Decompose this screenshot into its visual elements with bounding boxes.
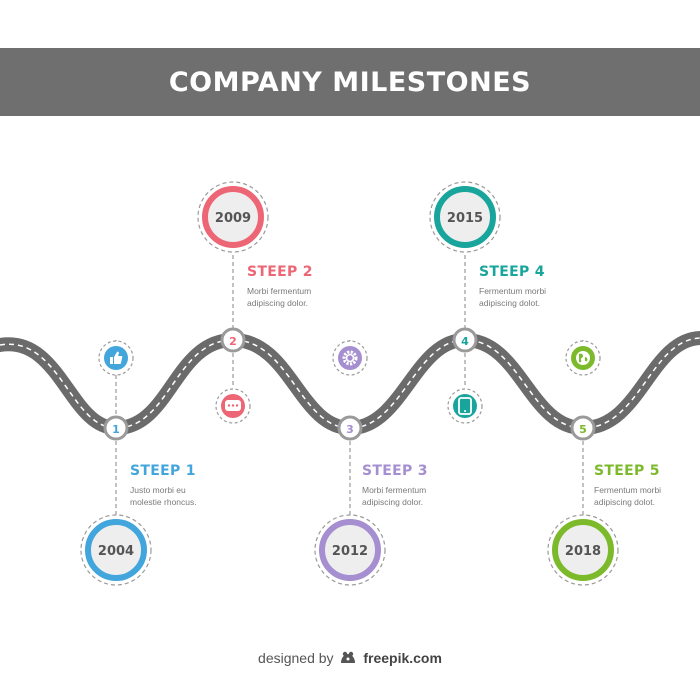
step-5-line-2: adipiscing dolot. <box>594 497 655 507</box>
step-5-line-1: Fermentum morbi <box>594 485 662 495</box>
milestone-3: 2012 3 <box>314 340 386 586</box>
footer-brand[interactable]: freepik.com <box>363 650 442 666</box>
step-2-line-2: adipiscing dolor. <box>247 298 308 308</box>
year-2004: 2004 <box>98 544 134 559</box>
step-3-title: STEEP 3 <box>362 463 428 479</box>
step-1-line-1: Justo morbi eu <box>130 485 186 495</box>
number-5: 5 <box>579 423 587 436</box>
number-1: 1 <box>112 423 120 436</box>
milestone-5: 2018 5 <box>547 340 619 586</box>
step-4-text: Fermentum morbi adipiscing dolot. <box>479 285 579 309</box>
step-3-text: Morbi fermentum adipiscing dolor. <box>362 484 462 508</box>
title-banner: COMPANY MILESTONES <box>0 48 700 116</box>
step-1-line-2: molestie rhoncus. <box>130 497 197 507</box>
footer-prefix: designed by <box>258 650 334 666</box>
step-2-line-1: Morbi fermentum <box>247 286 312 296</box>
number-4: 4 <box>461 335 469 348</box>
step-2-text: Morbi fermentum adipiscing dolor. <box>247 285 347 309</box>
step-1-title: STEEP 1 <box>130 463 196 479</box>
step-3-line-1: Morbi fermentum <box>362 485 427 495</box>
year-2018: 2018 <box>565 544 601 559</box>
milestone-2: 2009 2 <box>197 181 269 424</box>
step-5-text: Fermentum morbi adipiscing dolot. <box>594 484 694 508</box>
milestone-1: 2004 1 <box>80 340 152 586</box>
freepik-logo-icon <box>341 651 356 663</box>
year-2009: 2009 <box>215 211 251 226</box>
number-3: 3 <box>346 423 354 436</box>
number-2: 2 <box>229 335 237 348</box>
year-2012: 2012 <box>332 544 368 559</box>
step-5-title: STEEP 5 <box>594 463 660 479</box>
step-1-text: Justo morbi eu molestie rhoncus. <box>130 484 230 508</box>
footer-credit: designed by freepik.com <box>0 650 700 666</box>
step-2-title: STEEP 2 <box>247 264 313 280</box>
page-title: COMPANY MILESTONES <box>168 66 532 98</box>
step-4-line-2: adipiscing dolot. <box>479 298 540 308</box>
year-2015: 2015 <box>447 211 483 226</box>
milestone-4: 2015 4 <box>429 181 501 424</box>
step-4-title: STEEP 4 <box>479 264 545 280</box>
gear-icon <box>338 346 362 370</box>
step-3-line-2: adipiscing dolor. <box>362 497 423 507</box>
step-4-line-1: Fermentum morbi <box>479 286 547 296</box>
